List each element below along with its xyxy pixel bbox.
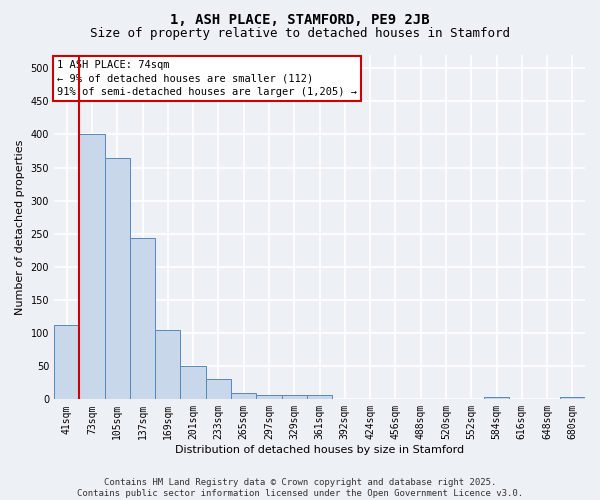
Bar <box>231 392 256 400</box>
Bar <box>307 394 332 400</box>
Bar <box>130 238 155 400</box>
Bar <box>484 396 509 400</box>
Bar <box>206 380 231 400</box>
Bar <box>281 394 307 400</box>
Text: 1, ASH PLACE, STAMFORD, PE9 2JB: 1, ASH PLACE, STAMFORD, PE9 2JB <box>170 12 430 26</box>
Bar <box>256 394 281 400</box>
Bar <box>155 330 181 400</box>
Bar <box>104 158 130 400</box>
Text: Contains HM Land Registry data © Crown copyright and database right 2025.
Contai: Contains HM Land Registry data © Crown c… <box>77 478 523 498</box>
Y-axis label: Number of detached properties: Number of detached properties <box>15 140 25 315</box>
Bar <box>560 396 585 400</box>
X-axis label: Distribution of detached houses by size in Stamford: Distribution of detached houses by size … <box>175 445 464 455</box>
Bar <box>79 134 104 400</box>
Text: Size of property relative to detached houses in Stamford: Size of property relative to detached ho… <box>90 28 510 40</box>
Bar <box>181 366 206 400</box>
Text: 1 ASH PLACE: 74sqm
← 9% of detached houses are smaller (112)
91% of semi-detache: 1 ASH PLACE: 74sqm ← 9% of detached hous… <box>56 60 356 96</box>
Bar <box>54 325 79 400</box>
